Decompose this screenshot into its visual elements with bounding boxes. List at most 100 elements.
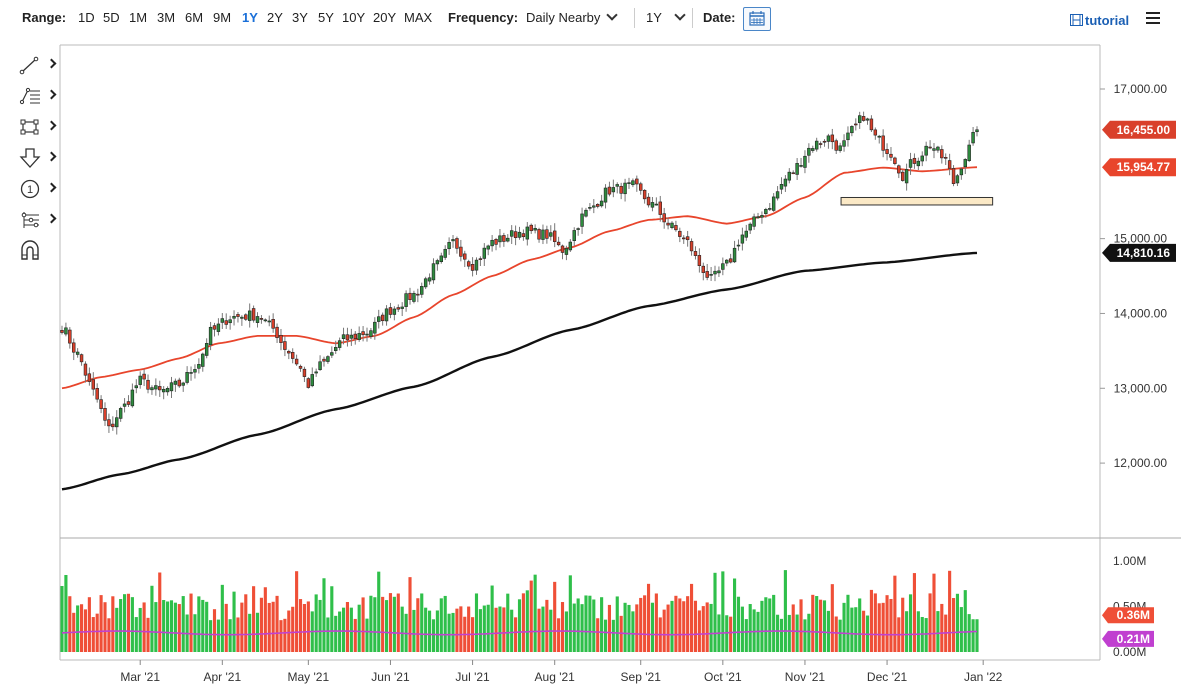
support-zone-rect[interactable] [840,196,994,206]
x-tick-label: Oct '21 [704,670,742,684]
candle-body [537,229,541,240]
volume-tag-label: 0.21M [1117,632,1150,646]
arrow-tool-button[interactable] [18,147,58,171]
measure-tool-button[interactable] [18,209,58,233]
range-2y-button[interactable]: 2Y [267,10,283,25]
volume-bar [783,570,787,652]
volume-bar [201,599,205,652]
candle-body [588,207,592,209]
range-3y-button[interactable]: 3Y [292,10,308,25]
volume-bar [232,591,236,652]
candle-body [728,258,733,263]
volume-bar [686,596,690,652]
candle-body [369,330,373,337]
volume-bar [115,607,119,652]
volume-bar [103,602,107,652]
range-5y-button[interactable]: 5Y [318,10,334,25]
volume-bar [936,611,940,652]
candle-body [126,401,131,405]
tutorial-link[interactable]: tutorial [1070,13,1129,28]
candle-body [744,230,749,238]
candle-body [72,342,76,353]
volume-bar [940,603,944,652]
volume-bar [91,617,95,652]
range-1d-button[interactable]: 1D [78,10,95,25]
magnet-icon [21,240,39,260]
candle-body [290,352,295,359]
candle-body [361,331,365,336]
range-20y-button[interactable]: 20Y [373,10,397,25]
volume-bar [506,593,510,652]
candle-body [854,123,858,126]
volume-bar [678,598,682,652]
candle-body [682,237,686,240]
range-5d-button[interactable]: 5D [103,10,120,25]
candle-body [873,129,878,136]
line-tool-button[interactable] [18,54,58,78]
rectangle-tool-button[interactable] [18,116,58,140]
volume-bar [162,600,166,652]
period-select[interactable]: 1Y [646,9,686,26]
volume-bar [912,573,916,652]
candle-body [775,191,780,199]
candle-body [99,399,103,409]
volume-bar [87,597,91,652]
candle-body [68,329,72,344]
hamburger-menu-icon[interactable] [1146,12,1160,24]
candle-body [881,135,885,151]
volume-bar [858,598,862,652]
candle-body [932,148,936,151]
candle-body [224,320,228,325]
volume-bar [330,586,334,652]
volume-bar [60,586,64,652]
range-1m-button[interactable]: 1M [129,10,148,25]
range-max-button[interactable]: MAX [404,10,433,25]
candle-body [337,340,342,348]
date-picker-button[interactable] [743,7,771,31]
range-6m-button[interactable]: 6M [185,10,204,25]
volume-bar [791,604,795,652]
support-zone[interactable] [840,196,994,206]
candle-body [705,271,709,278]
candle-body [103,408,107,421]
volume-bar [314,594,318,652]
candle-body [752,216,756,227]
fibonacci-tool-button[interactable] [18,85,58,109]
candle-body [271,319,275,329]
number-marker-tool-button[interactable]: 1 [18,178,58,202]
candle-body [697,255,702,266]
candle-body [236,314,240,317]
volume-bar [705,602,709,652]
frequency-label: Frequency: [448,10,519,25]
candle-body [951,168,956,184]
volume-bar [189,593,193,652]
volume-bar [596,618,600,652]
candle-body [60,330,64,333]
candle-body [545,229,549,239]
candle-body [877,135,881,138]
range-9m-button[interactable]: 9M [213,10,232,25]
range-3m-button[interactable]: 3M [157,10,176,25]
candle-body [420,286,424,295]
volume-bar [889,598,893,652]
range-10y-button[interactable]: 10Y [342,10,366,25]
volume-bar [142,602,146,652]
candle-body [803,155,807,168]
volume-bar [877,603,881,652]
range-1y-button[interactable]: 1Y [242,10,258,25]
candle-body [826,135,831,142]
volume-bar [709,603,713,652]
frequency-select[interactable]: Daily Nearby [526,9,619,26]
volume-bar [842,602,846,652]
candle-body [556,241,561,246]
toolbar: Range: 1D 5D 1M 3M 6M 9M 1Y 2Y 3Y 5Y 10Y 20Y MAX Fre… [0,0,1181,36]
price-tick-label: 17,000.00 [1114,82,1168,96]
candle-body [650,202,655,208]
volume-bar [760,600,764,652]
candle-body [357,333,361,340]
candle-body [912,157,917,164]
magnet-tool-button[interactable] [18,239,58,263]
candle-body [783,178,788,187]
volume-bar [592,599,596,652]
